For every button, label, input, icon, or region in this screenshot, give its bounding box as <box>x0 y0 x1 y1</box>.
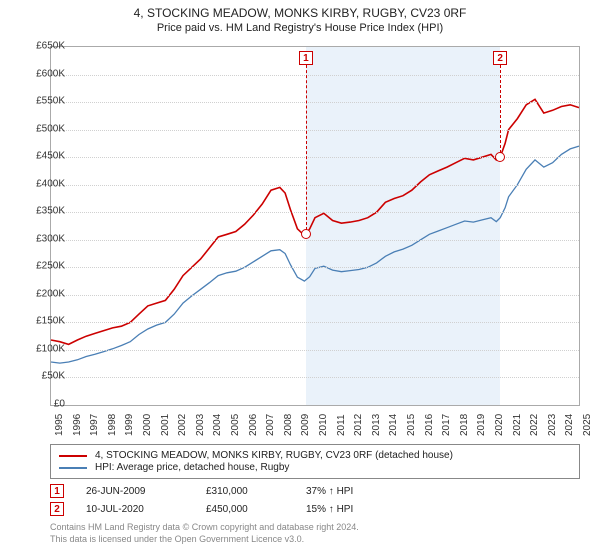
legend-box: 4, STOCKING MEADOW, MONKS KIRBY, RUGBY, … <box>50 444 580 479</box>
sale-date: 10-JUL-2020 <box>86 504 206 515</box>
sale-price: £450,000 <box>206 504 306 515</box>
y-axis-label: £400K <box>21 178 65 189</box>
sale-pct: 15% ↑ HPI <box>306 504 406 515</box>
legend-item-property: 4, STOCKING MEADOW, MONKS KIRBY, RUGBY, … <box>59 450 571 461</box>
sale-marker-2: 2 <box>50 502 64 516</box>
y-axis-label: £0 <box>21 399 65 410</box>
y-axis-label: £200K <box>21 288 65 299</box>
legend-label-property: 4, STOCKING MEADOW, MONKS KIRBY, RUGBY, … <box>95 450 453 461</box>
sales-row: 2 10-JUL-2020 £450,000 15% ↑ HPI <box>50 500 406 518</box>
y-axis-label: £150K <box>21 316 65 327</box>
x-axis-label: 2013 <box>371 414 382 436</box>
x-axis-label: 2011 <box>336 414 347 436</box>
y-axis-label: £300K <box>21 233 65 244</box>
y-axis-label: £100K <box>21 343 65 354</box>
y-axis-label: £600K <box>21 68 65 79</box>
footer-line-2: This data is licensed under the Open Gov… <box>50 534 359 546</box>
sale-marker-1: 1 <box>50 484 64 498</box>
x-axis-label: 2014 <box>388 414 399 436</box>
x-axis-label: 2001 <box>160 414 171 436</box>
series-hpi <box>51 146 579 363</box>
x-axis-label: 2012 <box>353 414 364 436</box>
footer-line-1: Contains HM Land Registry data © Crown c… <box>50 522 359 534</box>
sale-date: 26-JUN-2009 <box>86 486 206 497</box>
x-axis-label: 2022 <box>529 414 540 436</box>
x-axis-label: 2004 <box>212 414 223 436</box>
chart-marker-dot-1 <box>301 229 311 239</box>
y-axis-label: £550K <box>21 96 65 107</box>
legend-swatch-hpi <box>59 467 87 469</box>
x-axis-label: 2021 <box>512 414 523 436</box>
x-axis-label: 2007 <box>265 414 276 436</box>
x-axis-label: 1999 <box>124 414 135 436</box>
chart-marker-2: 2 <box>493 51 507 65</box>
chart-marker-dot-2 <box>495 152 505 162</box>
sales-row: 1 26-JUN-2009 £310,000 37% ↑ HPI <box>50 482 406 500</box>
x-axis-label: 1998 <box>107 414 118 436</box>
title-line-2: Price paid vs. HM Land Registry's House … <box>0 22 600 34</box>
y-axis-label: £500K <box>21 123 65 134</box>
chart-plot-area: 12 <box>50 46 580 406</box>
y-axis-label: £450K <box>21 151 65 162</box>
x-axis-label: 2008 <box>283 414 294 436</box>
x-axis-label: 2025 <box>582 414 593 436</box>
x-axis-label: 2000 <box>142 414 153 436</box>
x-axis-label: 1997 <box>89 414 100 436</box>
sale-price: £310,000 <box>206 486 306 497</box>
x-axis-label: 1996 <box>72 414 83 436</box>
footer-attribution: Contains HM Land Registry data © Crown c… <box>50 522 359 545</box>
legend-item-hpi: HPI: Average price, detached house, Rugb… <box>59 462 571 473</box>
y-axis-label: £250K <box>21 261 65 272</box>
x-axis-label: 2009 <box>300 414 311 436</box>
x-axis-label: 2015 <box>406 414 417 436</box>
y-axis-label: £650K <box>21 41 65 52</box>
y-axis-label: £350K <box>21 206 65 217</box>
x-axis-label: 2002 <box>177 414 188 436</box>
x-axis-label: 2005 <box>230 414 241 436</box>
x-axis-label: 1995 <box>54 414 65 436</box>
x-axis-label: 2010 <box>318 414 329 436</box>
x-axis-label: 2024 <box>564 414 575 436</box>
x-axis-label: 2003 <box>195 414 206 436</box>
chart-titles: 4, STOCKING MEADOW, MONKS KIRBY, RUGBY, … <box>0 0 600 34</box>
x-axis-label: 2023 <box>547 414 558 436</box>
x-axis-label: 2017 <box>441 414 452 436</box>
x-axis-label: 2006 <box>248 414 259 436</box>
y-axis-label: £50K <box>21 371 65 382</box>
legend-swatch-property <box>59 455 87 457</box>
x-axis-label: 2019 <box>476 414 487 436</box>
x-axis-label: 2020 <box>494 414 505 436</box>
legend-label-hpi: HPI: Average price, detached house, Rugb… <box>95 462 289 473</box>
chart-marker-1: 1 <box>299 51 313 65</box>
x-axis-label: 2018 <box>459 414 470 436</box>
sales-table: 1 26-JUN-2009 £310,000 37% ↑ HPI 2 10-JU… <box>50 482 406 518</box>
sale-pct: 37% ↑ HPI <box>306 486 406 497</box>
x-axis-label: 2016 <box>424 414 435 436</box>
title-line-1: 4, STOCKING MEADOW, MONKS KIRBY, RUGBY, … <box>0 6 600 20</box>
